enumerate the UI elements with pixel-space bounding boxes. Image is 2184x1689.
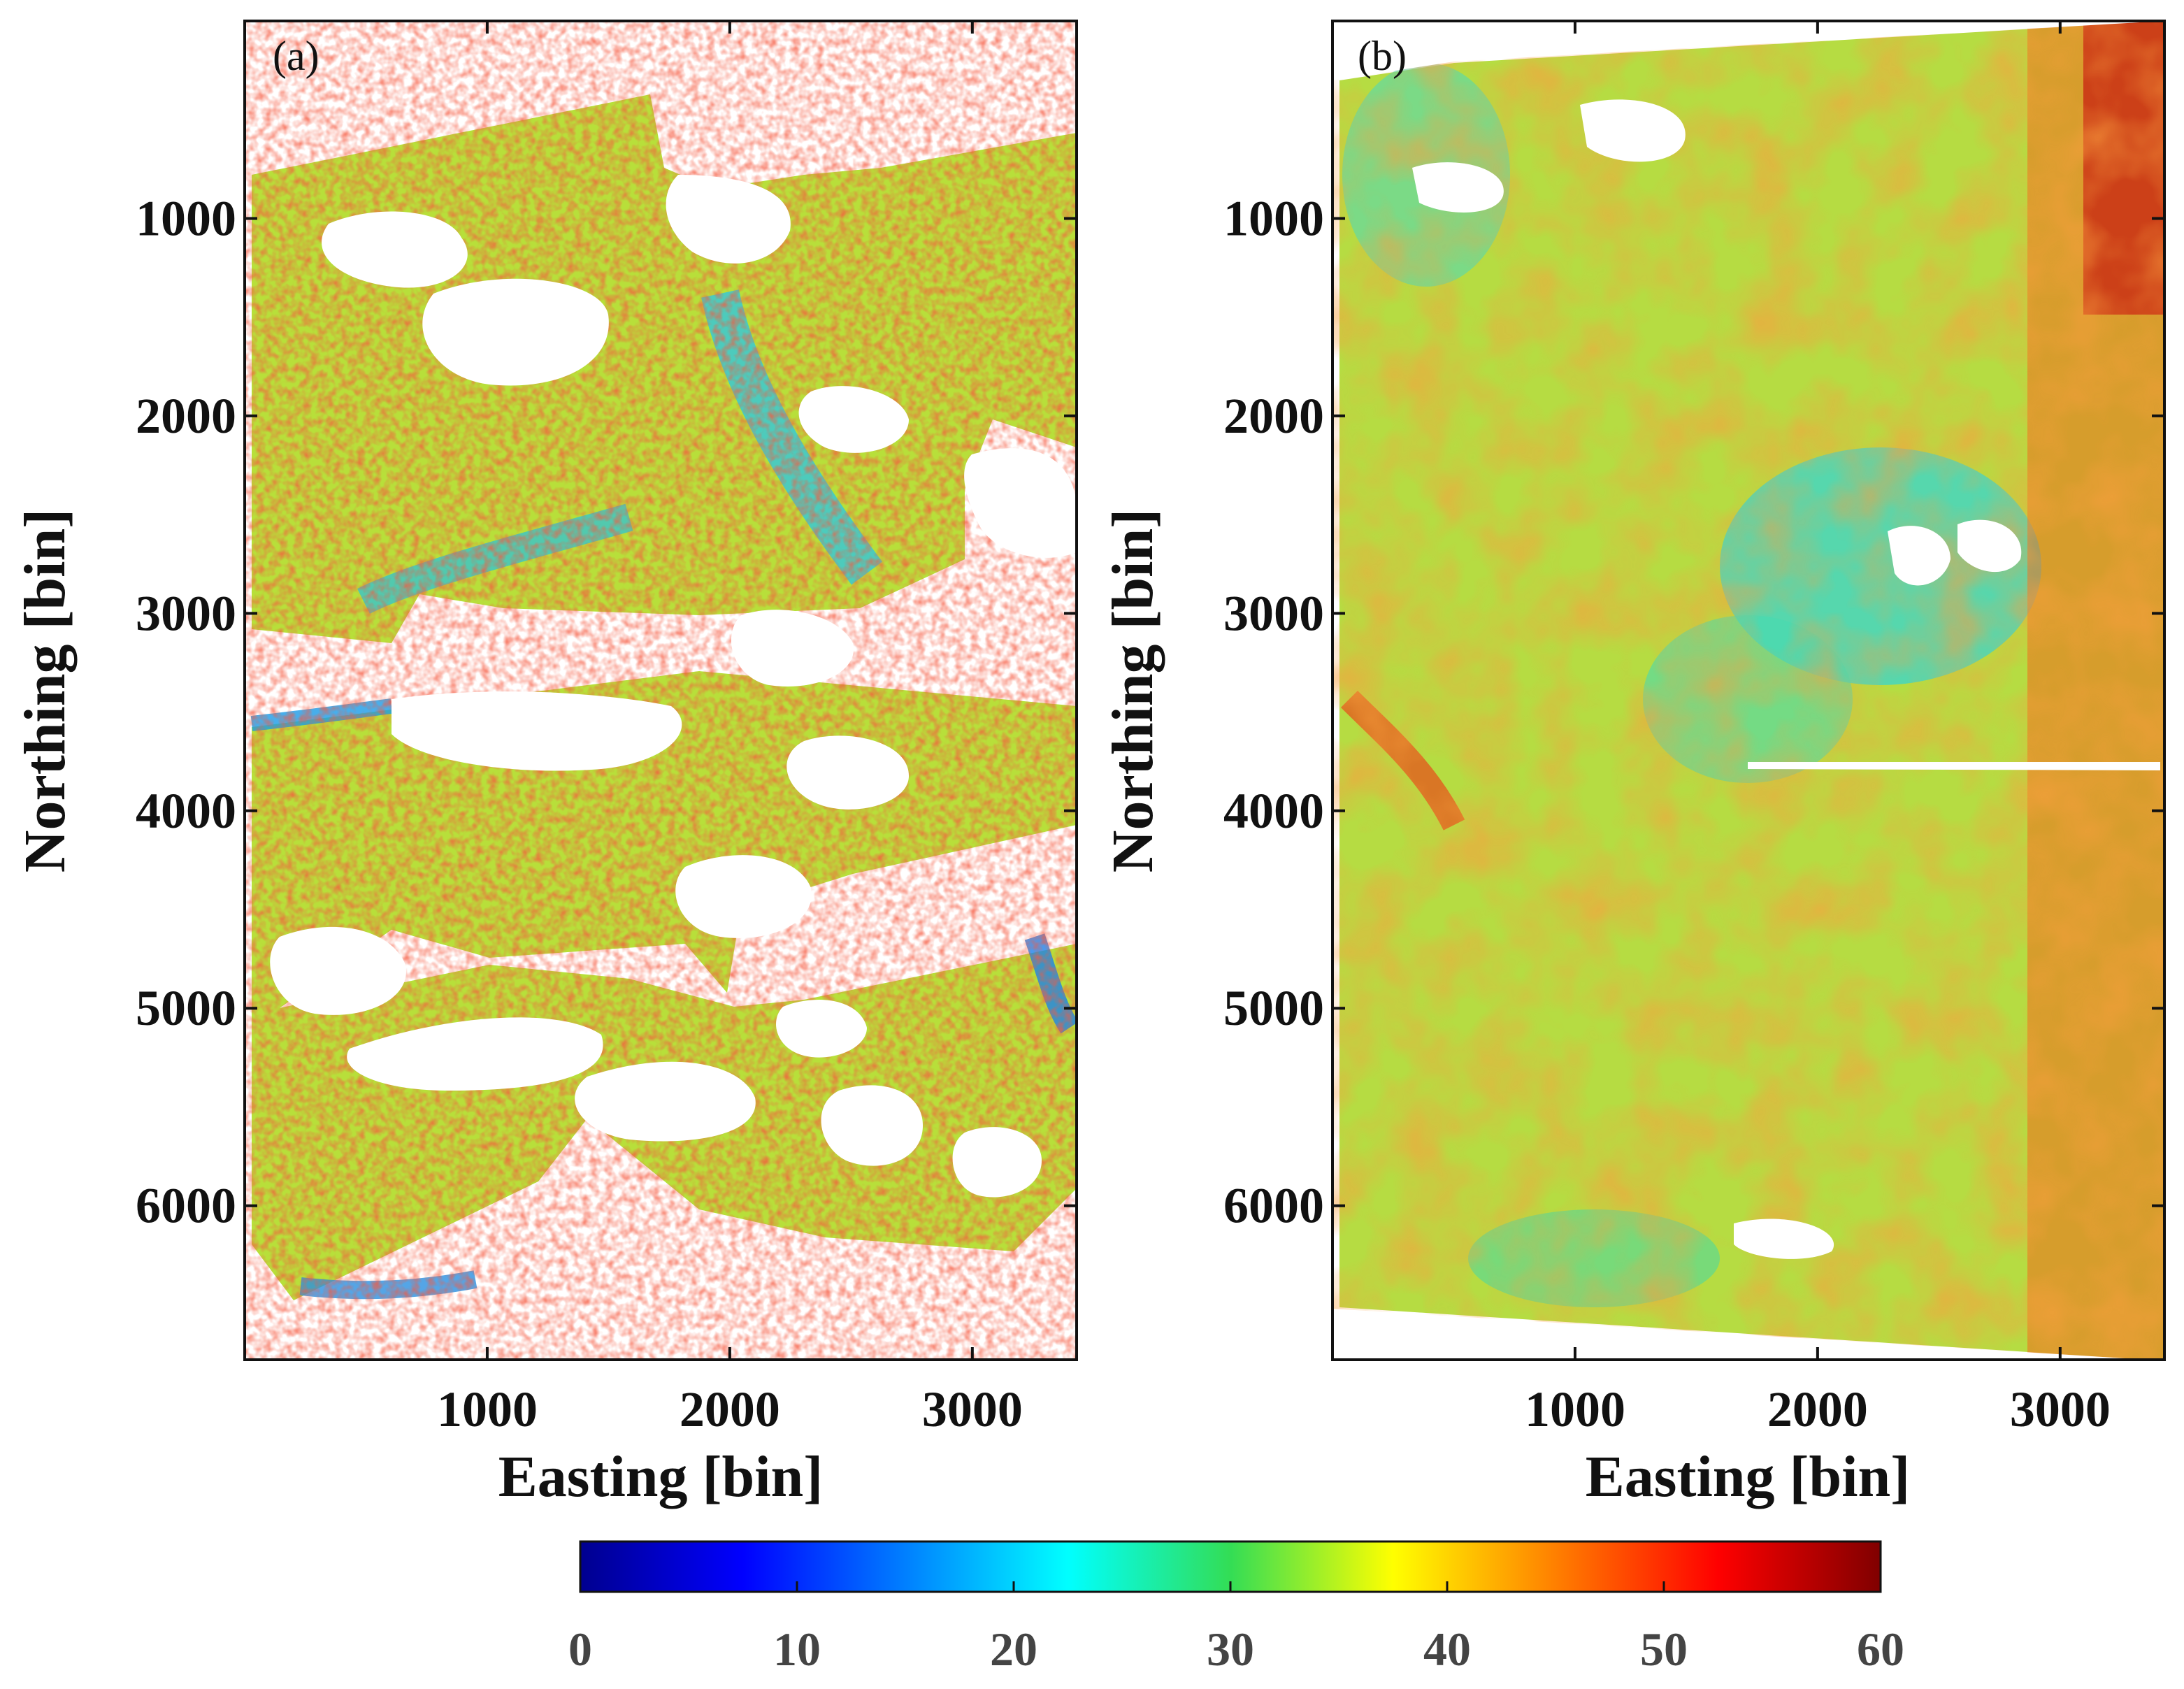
panel-a-gaps: [270, 175, 1077, 1198]
panel-b-label: (b): [1358, 33, 1407, 79]
panel-b-gap: [1957, 519, 2022, 573]
colorbar-tick-label: 20: [990, 1623, 1037, 1676]
panel-b-texture: [1332, 21, 2164, 1360]
panel-b-gap: [1734, 1219, 1834, 1259]
panel-a-axes-box: [243, 20, 1078, 1361]
colorbar-ticks: 0 10 20 30 40 50 60: [568, 1581, 1904, 1676]
panel-a-xtick-label: 1000: [437, 1381, 538, 1437]
colorbar: 0 10 20 30 40 50 60: [568, 1540, 1904, 1676]
panel-a-ytick-label: 6000: [136, 1178, 236, 1234]
panel-a-ytick-label: 4000: [136, 783, 236, 839]
panel-a-gap: [391, 691, 682, 771]
panel-a-label: (a): [273, 33, 319, 79]
panel-a-ticks: 1000 2000 3000 1000 2000 3000 4000 5000 6000: [136, 21, 1077, 1437]
panel-b-gap-top: [1332, 21, 2164, 80]
panel-b-ytick-label: 3000: [1223, 585, 1324, 641]
panel-b-ytick-label: 4000: [1223, 783, 1324, 839]
panel-b-xtick-label: 3000: [2010, 1381, 2111, 1437]
panel-b-ticks: 1000 2000 3000 1000 2000 3000 4000 5000 6000: [1223, 21, 2164, 1437]
panel-a-ytick-label: 1000: [136, 190, 236, 246]
panel-a-gap: [666, 175, 791, 264]
panel-a-gap: [798, 386, 909, 453]
panel-b-gap: [1748, 762, 2160, 770]
panel-a-xtick-label: 2000: [680, 1381, 780, 1437]
panel-b-ytick-label: 2000: [1223, 388, 1324, 444]
panel-b-gap: [1888, 526, 1950, 586]
panel-a-y-title: Northing [bin]: [13, 509, 78, 872]
panel-a-ytick-label: 3000: [136, 585, 236, 641]
panel-a-gap: [575, 1061, 756, 1142]
colorbar-tick-label: 60: [1857, 1623, 1904, 1676]
panel-b: 1000 2000 3000 1000 2000 3000 4000 5000 6000 (b)…: [1100, 20, 2166, 1509]
panel-a-gap: [786, 735, 909, 810]
panel-a-ytick-label: 2000: [136, 388, 236, 444]
panel-a-gap: [347, 1017, 603, 1091]
panel-b-ytick-label: 1000: [1223, 190, 1324, 246]
panel-a-gap: [270, 926, 406, 1015]
panel-b-xtick-label: 1000: [1525, 1381, 1625, 1437]
panel-a-gap: [731, 610, 854, 687]
panel-a-gap: [964, 448, 1077, 558]
panel-a-x-title: Easting [bin]: [498, 1444, 823, 1509]
colorbar-tick-label: 40: [1423, 1623, 1471, 1676]
colorbar-tick-label: 30: [1207, 1623, 1254, 1676]
panel-a-gap: [776, 1000, 867, 1058]
panel-a-gap: [675, 855, 812, 938]
panel-b-gaps: [1332, 21, 2164, 1360]
colorbar-tick-label: 50: [1640, 1623, 1688, 1676]
panel-b-xtick-label: 2000: [1767, 1381, 1868, 1437]
panel-b-y-title: Northing [bin]: [1100, 509, 1165, 872]
panel-a: 1000 2000 3000 1000 2000 3000 4000 5000 6000 (a)…: [13, 20, 1078, 1509]
panel-a-gap: [322, 211, 468, 288]
panel-a-heatmap: [245, 21, 1077, 1360]
panel-a-xtick-label: 3000: [922, 1381, 1023, 1437]
panel-b-axes-box: [1331, 20, 2166, 1361]
panel-b-gap: [1580, 99, 1686, 162]
panel-a-gap: [422, 278, 609, 386]
colorbar-tick-label: 0: [568, 1623, 592, 1676]
panel-b-gap: [1412, 162, 1504, 213]
panel-b-ytick-label: 5000: [1223, 980, 1324, 1036]
panel-b-x-title: Easting [bin]: [1586, 1444, 1910, 1509]
panel-a-gap: [952, 1127, 1042, 1198]
colorbar-tick-label: 10: [773, 1623, 821, 1676]
panel-a-gap: [821, 1085, 923, 1166]
panel-b-gap-bottom: [1332, 1309, 2146, 1360]
panel-b-heatmap: [1332, 21, 2164, 1360]
panel-b-ytick-label: 6000: [1223, 1178, 1324, 1234]
panel-a-ytick-label: 5000: [136, 980, 236, 1036]
